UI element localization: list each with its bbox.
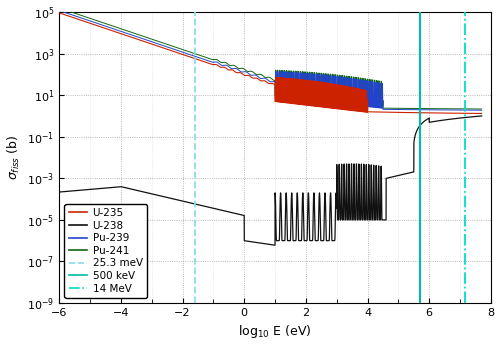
Pu-239 — [473, 108, 479, 112]
U-235 — [478, 111, 484, 116]
Pu-241 — [435, 107, 441, 111]
Pu-241 — [478, 107, 484, 111]
Line: U-238: U-238 — [59, 116, 482, 245]
Pu-239 — [56, 9, 62, 13]
Pu-241 — [478, 107, 484, 111]
Pu-239 — [478, 108, 484, 112]
U-235 — [326, 92, 332, 96]
Line: Pu-241: Pu-241 — [59, 9, 482, 109]
U-238 — [478, 114, 484, 118]
Pu-241 — [424, 107, 430, 111]
X-axis label: log$_{10}$ E (eV): log$_{10}$ E (eV) — [238, 324, 312, 340]
Legend: U-235, U-238, Pu-239, Pu-241, 25.3 meV, 500 keV, 14 MeV: U-235, U-238, Pu-239, Pu-241, 25.3 meV, … — [64, 204, 147, 298]
Pu-239 — [478, 108, 484, 112]
U-235 — [56, 11, 62, 15]
Pu-239 — [326, 100, 332, 104]
Pu-239 — [424, 108, 430, 112]
Pu-239 — [246, 72, 252, 76]
U-238 — [272, 243, 278, 247]
Pu-239 — [435, 108, 441, 112]
Y-axis label: $\sigma_{fiss}$ (b): $\sigma_{fiss}$ (b) — [6, 135, 22, 180]
U-238 — [478, 114, 484, 118]
U-235 — [246, 74, 252, 78]
U-235 — [473, 111, 479, 116]
U-238 — [246, 239, 252, 244]
Pu-241 — [246, 69, 252, 73]
Line: Pu-239: Pu-239 — [59, 11, 482, 110]
Line: U-235: U-235 — [59, 13, 482, 113]
U-238 — [473, 115, 479, 119]
Pu-241 — [56, 7, 62, 11]
U-235 — [424, 111, 430, 115]
U-235 — [435, 111, 441, 115]
U-238 — [424, 118, 430, 122]
Pu-241 — [473, 107, 479, 111]
U-238 — [435, 119, 441, 123]
U-238 — [56, 190, 62, 194]
U-235 — [478, 111, 484, 116]
Pu-241 — [326, 78, 332, 82]
U-238 — [326, 239, 332, 243]
